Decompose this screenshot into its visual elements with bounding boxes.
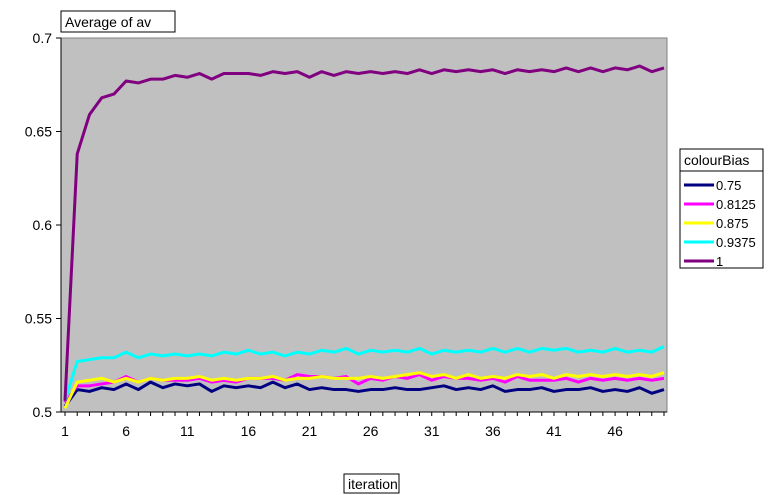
x-tick-label: 36	[485, 423, 501, 439]
x-tick-label: 31	[424, 423, 440, 439]
series-layer	[63, 64, 665, 409]
y-tick-label: 0.55	[25, 311, 52, 327]
y-tick-label: 0.65	[25, 124, 52, 140]
x-tick-label: 46	[607, 423, 623, 439]
legend-label: 0.9375	[716, 235, 756, 250]
legend-label: 0.8125	[716, 197, 756, 212]
chart-title: Average of av	[65, 14, 151, 30]
legend-title: colourBias	[684, 152, 749, 168]
legend: colourBias 0.75 0.8125 0.875 0.9375 1	[679, 148, 764, 269]
x-axis: 1 6 11 16 21 26 31 36 41 46	[61, 411, 667, 439]
x-tick-label: 16	[241, 423, 257, 439]
chart-title-box: Average of av	[60, 10, 176, 33]
x-tick-label: 1	[61, 423, 69, 439]
x-tick-label: 26	[363, 423, 379, 439]
series-line-2	[63, 371, 665, 409]
series-line-3	[63, 345, 665, 402]
x-axis-label: iteration	[348, 476, 398, 492]
y-axis: 0.5 0.55 0.6 0.65 0.7	[25, 30, 62, 420]
y-tick-label: 0.7	[33, 30, 53, 46]
y-tick-label: 0.5	[33, 404, 53, 420]
x-tick-label: 6	[122, 423, 130, 439]
x-tick-label: 11	[180, 423, 195, 439]
y-tick-label: 0.6	[33, 217, 53, 233]
x-tick-label: 21	[302, 423, 318, 439]
legend-label: 0.75	[716, 178, 741, 193]
x-tick-label: 41	[546, 423, 562, 439]
plot-area	[60, 37, 668, 413]
series-line-4	[63, 64, 665, 401]
legend-label: 1	[716, 254, 723, 269]
legend-label: 0.875	[716, 216, 749, 231]
x-axis-label-box: iteration	[343, 473, 400, 494]
series-line-0	[63, 380, 665, 408]
